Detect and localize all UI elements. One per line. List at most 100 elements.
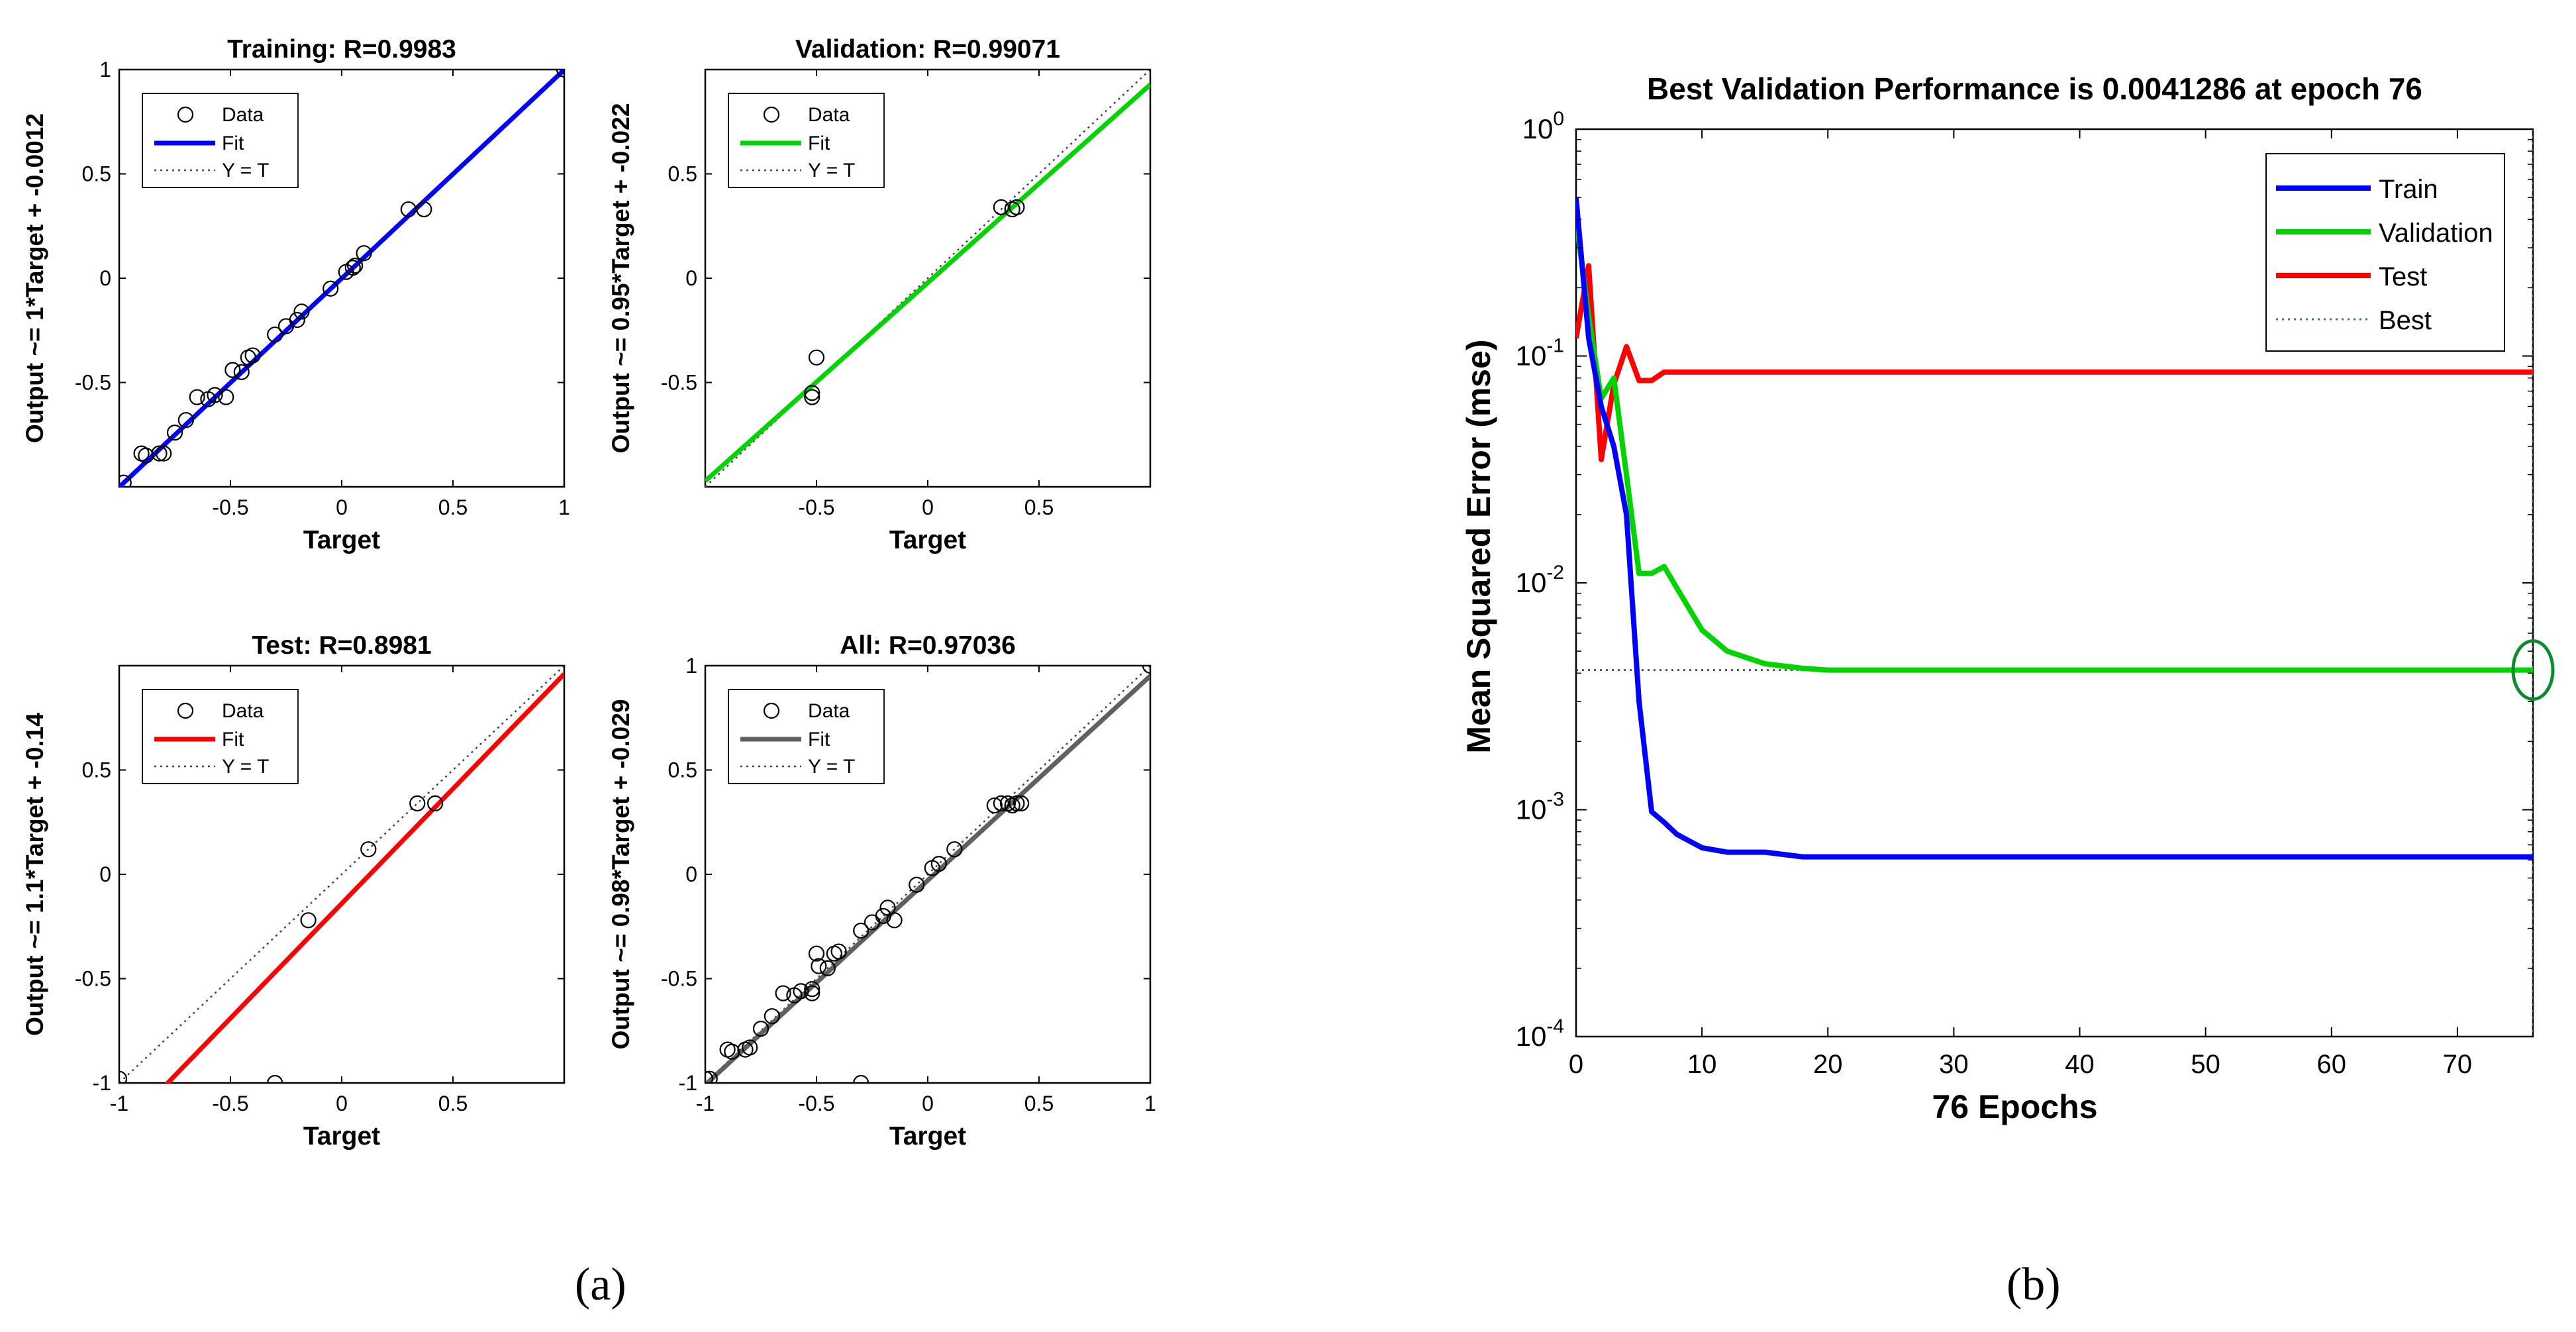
data-point [289, 311, 305, 329]
legend-identity-label: Y = T [808, 160, 855, 181]
plot-content [705, 666, 1150, 1083]
data-point [853, 1074, 869, 1083]
data-point [244, 347, 261, 364]
legend-label-best: Best [2379, 306, 2432, 335]
legend-data-marker [763, 702, 780, 719]
x-tick-label: 0 [1569, 1050, 1583, 1079]
data-point [804, 985, 820, 1001]
legend-data-marker [763, 106, 780, 123]
fit-line [705, 83, 1150, 483]
y-tick-label: 0 [99, 862, 111, 886]
identity-line [119, 666, 564, 1083]
data-point [177, 412, 194, 429]
data-point [993, 199, 1009, 215]
data-point [267, 326, 283, 343]
legend-label-validation: Validation [2379, 219, 2493, 248]
data-point [986, 797, 1003, 814]
x-tick-label: 0 [336, 495, 348, 519]
plot-content [705, 70, 1150, 487]
x-tick-label: 0.5 [438, 495, 468, 519]
data-point [207, 387, 223, 403]
data-point [886, 912, 903, 929]
legend-data-label: Data [222, 700, 264, 722]
y-tick-label: -0.5 [75, 967, 111, 991]
performance-panel: 0 10 20 30 40 50 60 70 100 10-1 10-2 10-3 10-4 Best V… [1460, 72, 2555, 1125]
data-point [1009, 795, 1025, 812]
x-tick-label: -1 [696, 1092, 715, 1115]
x-tick-label: 0 [922, 495, 934, 519]
data-point [427, 795, 444, 812]
legend-label-train: Train [2379, 175, 2438, 204]
x-tick-label: 10 [1687, 1050, 1717, 1079]
x-tick-label: -0.5 [212, 495, 248, 519]
legend-data-label: Data [222, 104, 264, 126]
x-tick-label: 0 [336, 1092, 348, 1115]
legend-data-marker [177, 702, 194, 719]
data-point [705, 1070, 718, 1083]
data-point [1013, 795, 1030, 812]
panel-label-a: (a) [575, 1259, 626, 1310]
x-tick-label: 0.5 [438, 1092, 468, 1115]
fit-line [164, 672, 564, 1083]
x-tick-label: 40 [2065, 1050, 2095, 1079]
data-point [344, 260, 361, 276]
data-point [189, 389, 205, 405]
data-point [930, 856, 947, 872]
chart-title: All: R=0.97036 [840, 631, 1016, 660]
legend-fit-label: Fit [222, 729, 244, 750]
data-point [993, 795, 1009, 812]
data-point [322, 280, 339, 297]
plot-content [1576, 129, 2533, 1037]
x-tick-label: 1 [1144, 1092, 1156, 1115]
chart-title: Validation: R=0.99071 [795, 35, 1060, 64]
data-point [724, 1043, 740, 1060]
y-tick-label: -1 [679, 1071, 697, 1095]
x-axis-label: Target [303, 1122, 380, 1151]
x-tick-label: 70 [2443, 1050, 2473, 1079]
data-point [347, 258, 364, 274]
legend-identity-label: Y = T [222, 756, 269, 778]
y-tick-label: -1 [93, 1071, 111, 1095]
chart-title: Training: R=0.9983 [227, 35, 456, 64]
data-point [416, 201, 432, 218]
data-point [804, 385, 820, 401]
data-point [808, 945, 825, 962]
legend-data-label: Data [808, 104, 850, 126]
x-axis-label: Target [889, 1122, 966, 1151]
x-axis-label: Target [889, 526, 966, 554]
x-tick-label: 20 [1813, 1050, 1843, 1079]
regression-panel-1: -0.5 0 0.5 1 -0.5 0 0.5 1 Training: R=0.9983 Targ… [21, 35, 570, 554]
x-tick-label: 50 [2191, 1050, 2220, 1079]
data-point [151, 445, 168, 462]
plot-content [119, 70, 564, 487]
x-tick-label: 0 [922, 1092, 934, 1115]
data-point [752, 1020, 769, 1037]
y-tick-label: 0 [685, 266, 697, 290]
y-tick-label: 0 [99, 266, 111, 290]
regression-panel-4: -1 -0.5 0 0.5 1 -1 -0.5 0 0.5 1 All: R=0.97036 Targ… [607, 631, 1156, 1151]
x-tick-label: -0.5 [798, 1092, 834, 1115]
data-point [830, 943, 847, 960]
data-point [360, 841, 377, 858]
y-axis-label: Mean Squared Error (mse) [1460, 339, 1497, 753]
y-axis-label: Output ~= 0.95*Target + -0.022 [607, 103, 634, 454]
data-point [119, 474, 132, 487]
x-tick-label: 1 [558, 495, 570, 519]
legend-identity-label: Y = T [222, 160, 269, 181]
data-point [804, 389, 820, 405]
data-point [775, 985, 791, 1001]
legend-box [142, 93, 299, 188]
y-tick-label: 10-2 [1516, 562, 1564, 598]
data-point [293, 303, 310, 320]
y-axis-label: Output ~= 0.98*Target + -0.029 [607, 699, 634, 1050]
data-point [804, 981, 820, 998]
x-tick-label: -1 [110, 1092, 128, 1115]
data-point [853, 922, 869, 939]
chart-title: Test: R=0.8981 [252, 631, 431, 660]
legend-fit-label: Fit [808, 132, 830, 154]
legend-fit-label: Fit [222, 132, 244, 154]
data-point [764, 1008, 780, 1025]
y-axis-label: Output ~= 1.1*Target + -0.14 [21, 713, 48, 1036]
data-point [705, 1070, 714, 1083]
data-point [742, 1039, 758, 1056]
